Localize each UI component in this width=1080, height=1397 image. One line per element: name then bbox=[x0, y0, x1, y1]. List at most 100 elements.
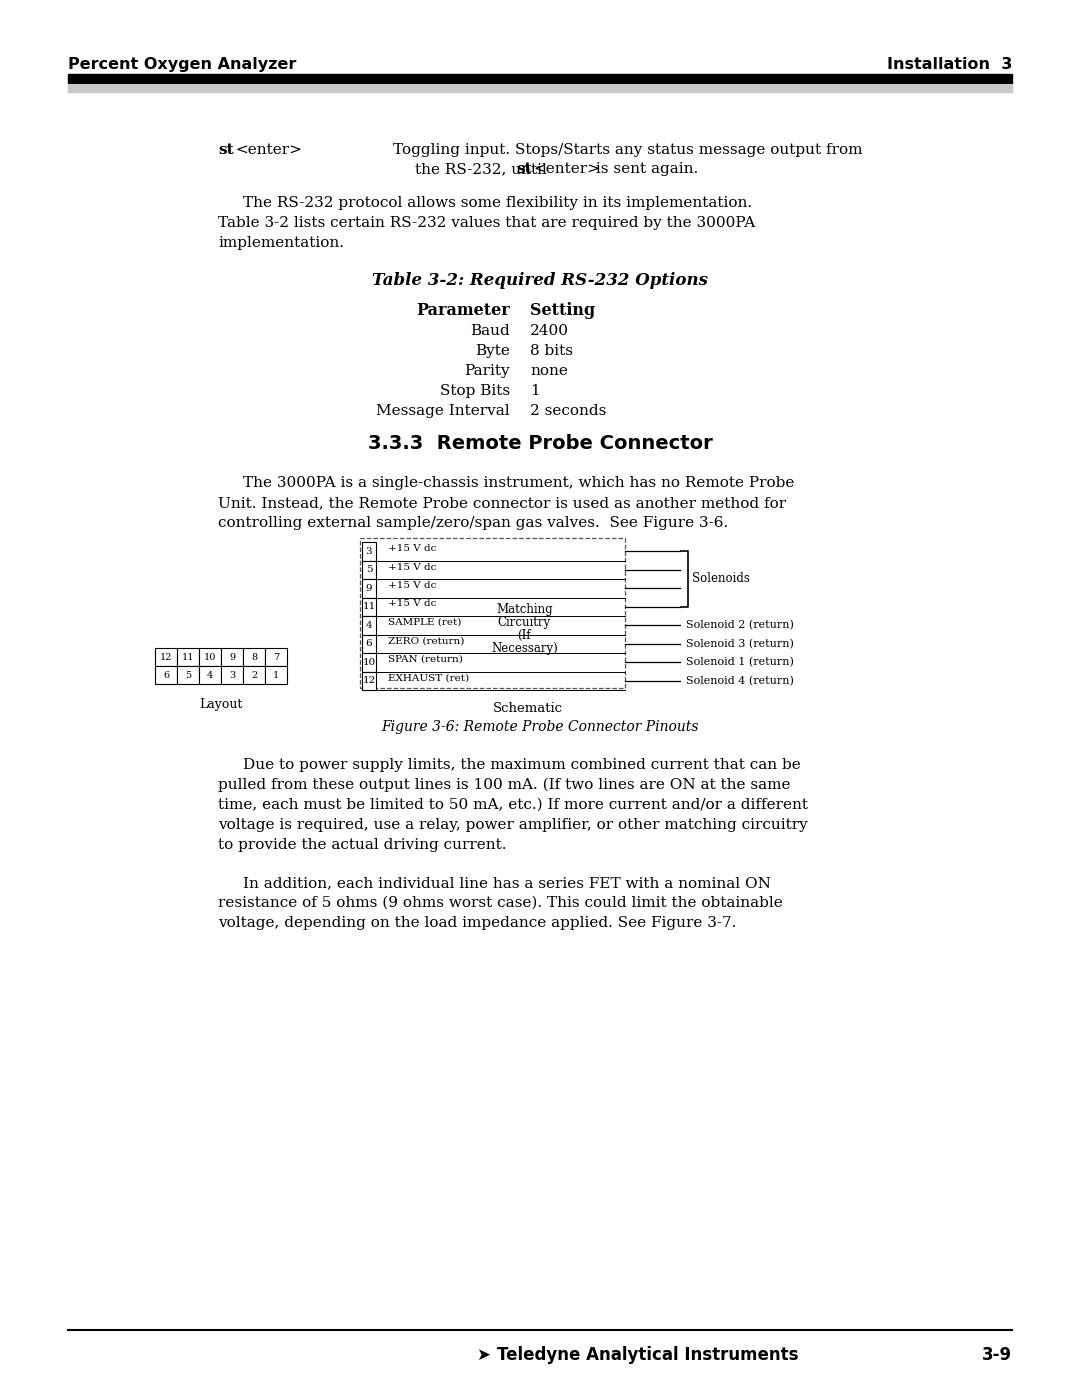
Text: 5: 5 bbox=[366, 566, 373, 574]
Bar bbox=[68, 74, 1012, 82]
Text: 3.3.3  Remote Probe Connector: 3.3.3 Remote Probe Connector bbox=[367, 434, 713, 453]
Text: Circuitry: Circuitry bbox=[498, 616, 551, 629]
Text: Schematic: Schematic bbox=[492, 703, 563, 715]
Text: Baud: Baud bbox=[470, 324, 510, 338]
Bar bbox=[221, 666, 243, 685]
Bar bbox=[362, 560, 376, 578]
Text: 7: 7 bbox=[273, 652, 279, 662]
Bar bbox=[362, 616, 376, 634]
Bar bbox=[243, 666, 265, 685]
Text: Solenoid 3 (return): Solenoid 3 (return) bbox=[686, 638, 794, 648]
Text: the RS-232, until: the RS-232, until bbox=[415, 162, 552, 176]
Text: 1: 1 bbox=[530, 384, 540, 398]
Bar bbox=[362, 578, 376, 598]
Text: st: st bbox=[218, 142, 233, 156]
Text: none: none bbox=[530, 365, 568, 379]
Text: resistance of 5 ohms (9 ohms worst case). This could limit the obtainable: resistance of 5 ohms (9 ohms worst case)… bbox=[218, 895, 783, 909]
Bar bbox=[362, 652, 376, 672]
Text: +15 V dc: +15 V dc bbox=[388, 581, 436, 590]
Bar bbox=[243, 648, 265, 666]
Text: voltage is required, use a relay, power amplifier, or other matching circuitry: voltage is required, use a relay, power … bbox=[218, 819, 808, 833]
Bar bbox=[177, 648, 199, 666]
Text: +15 V dc: +15 V dc bbox=[388, 563, 436, 571]
Text: 11: 11 bbox=[363, 602, 376, 612]
Text: Parameter: Parameter bbox=[416, 302, 510, 319]
Text: implementation.: implementation. bbox=[218, 236, 345, 250]
Text: controlling external sample/zero/span gas valves.  See Figure 3-6.: controlling external sample/zero/span ga… bbox=[218, 515, 728, 529]
Text: to provide the actual driving current.: to provide the actual driving current. bbox=[218, 838, 507, 852]
Text: <enter>: <enter> bbox=[534, 162, 600, 176]
Bar bbox=[68, 85, 1012, 92]
Text: pulled from these output lines is 100 mA. (If two lines are ON at the same: pulled from these output lines is 100 mA… bbox=[218, 778, 791, 792]
Bar bbox=[221, 648, 243, 666]
Text: Figure 3-6: Remote Probe Connector Pinouts: Figure 3-6: Remote Probe Connector Pinou… bbox=[381, 719, 699, 733]
Text: 12: 12 bbox=[363, 676, 376, 686]
Text: Solenoid 1 (return): Solenoid 1 (return) bbox=[686, 657, 794, 668]
Bar bbox=[265, 648, 287, 666]
Text: Message Interval: Message Interval bbox=[376, 404, 510, 418]
Text: 5: 5 bbox=[185, 671, 191, 679]
Bar bbox=[177, 666, 199, 685]
Text: 6: 6 bbox=[366, 640, 373, 648]
Text: Layout: Layout bbox=[200, 698, 243, 711]
Bar bbox=[362, 672, 376, 690]
Text: Solenoid 2 (return): Solenoid 2 (return) bbox=[686, 620, 794, 630]
Text: 3: 3 bbox=[229, 671, 235, 679]
Bar bbox=[265, 666, 287, 685]
Text: EXHAUST (ret): EXHAUST (ret) bbox=[388, 673, 469, 683]
Text: Teledyne Analytical Instruments: Teledyne Analytical Instruments bbox=[497, 1345, 798, 1363]
Bar bbox=[362, 542, 376, 560]
Text: Toggling input. Stops/Starts any status message output from: Toggling input. Stops/Starts any status … bbox=[393, 142, 863, 156]
Text: Due to power supply limits, the maximum combined current that can be: Due to power supply limits, the maximum … bbox=[243, 759, 800, 773]
Text: 3-9: 3-9 bbox=[982, 1345, 1012, 1363]
Text: 2400: 2400 bbox=[530, 324, 569, 338]
Text: Table 3-2 lists certain RS-232 values that are required by the 3000PA: Table 3-2 lists certain RS-232 values th… bbox=[218, 217, 755, 231]
Text: st: st bbox=[516, 162, 532, 176]
Text: In addition, each individual line has a series FET with a nominal ON: In addition, each individual line has a … bbox=[243, 876, 771, 890]
Text: 8: 8 bbox=[251, 652, 257, 662]
Bar bbox=[360, 538, 625, 687]
Text: +15 V dc: +15 V dc bbox=[388, 599, 436, 609]
Bar bbox=[362, 598, 376, 616]
Text: The 3000PA is a single-chassis instrument, which has no Remote Probe: The 3000PA is a single-chassis instrumen… bbox=[243, 476, 795, 490]
Text: ZERO (return): ZERO (return) bbox=[388, 637, 464, 645]
Text: SAMPLE (ret): SAMPLE (ret) bbox=[388, 617, 461, 627]
Text: ➤: ➤ bbox=[476, 1345, 490, 1363]
Text: Setting: Setting bbox=[530, 302, 595, 319]
Text: SPAN (return): SPAN (return) bbox=[388, 655, 463, 664]
Text: Solenoids: Solenoids bbox=[692, 573, 750, 585]
Text: 9: 9 bbox=[229, 652, 235, 662]
Bar bbox=[156, 648, 177, 666]
Text: Table 3-2: Required RS-232 Options: Table 3-2: Required RS-232 Options bbox=[372, 272, 708, 289]
Text: Stop Bits: Stop Bits bbox=[440, 384, 510, 398]
Text: (If: (If bbox=[517, 629, 531, 643]
Text: 3: 3 bbox=[366, 546, 373, 556]
Bar bbox=[362, 634, 376, 652]
Text: voltage, depending on the load impedance applied. See Figure 3-7.: voltage, depending on the load impedance… bbox=[218, 916, 737, 930]
Text: 1: 1 bbox=[273, 671, 279, 679]
Text: Unit. Instead, the Remote Probe connector is used as another method for: Unit. Instead, the Remote Probe connecto… bbox=[218, 496, 786, 510]
Text: 4: 4 bbox=[207, 671, 213, 679]
Text: is sent again.: is sent again. bbox=[591, 162, 698, 176]
Text: Byte: Byte bbox=[475, 344, 510, 358]
Text: Solenoid 4 (return): Solenoid 4 (return) bbox=[686, 676, 794, 686]
Text: 2 seconds: 2 seconds bbox=[530, 404, 606, 418]
Bar bbox=[199, 666, 221, 685]
Text: 10: 10 bbox=[204, 652, 216, 662]
Text: Installation  3: Installation 3 bbox=[887, 57, 1012, 73]
Text: Percent Oxygen Analyzer: Percent Oxygen Analyzer bbox=[68, 57, 296, 73]
Text: 11: 11 bbox=[181, 652, 194, 662]
Bar bbox=[199, 648, 221, 666]
Bar bbox=[156, 666, 177, 685]
Text: 4: 4 bbox=[366, 620, 373, 630]
Text: Matching: Matching bbox=[496, 604, 553, 616]
Text: 10: 10 bbox=[363, 658, 376, 666]
Text: Parity: Parity bbox=[464, 365, 510, 379]
Text: +15 V dc: +15 V dc bbox=[388, 543, 436, 553]
Text: 6: 6 bbox=[163, 671, 170, 679]
Text: 8 bits: 8 bits bbox=[530, 344, 573, 358]
Text: 9: 9 bbox=[366, 584, 373, 592]
Text: Necessary): Necessary) bbox=[491, 643, 557, 655]
Text: The RS-232 protocol allows some flexibility in its implementation.: The RS-232 protocol allows some flexibil… bbox=[243, 196, 752, 210]
Text: time, each must be limited to 50 mA, etc.) If more current and/or a different: time, each must be limited to 50 mA, etc… bbox=[218, 798, 808, 812]
